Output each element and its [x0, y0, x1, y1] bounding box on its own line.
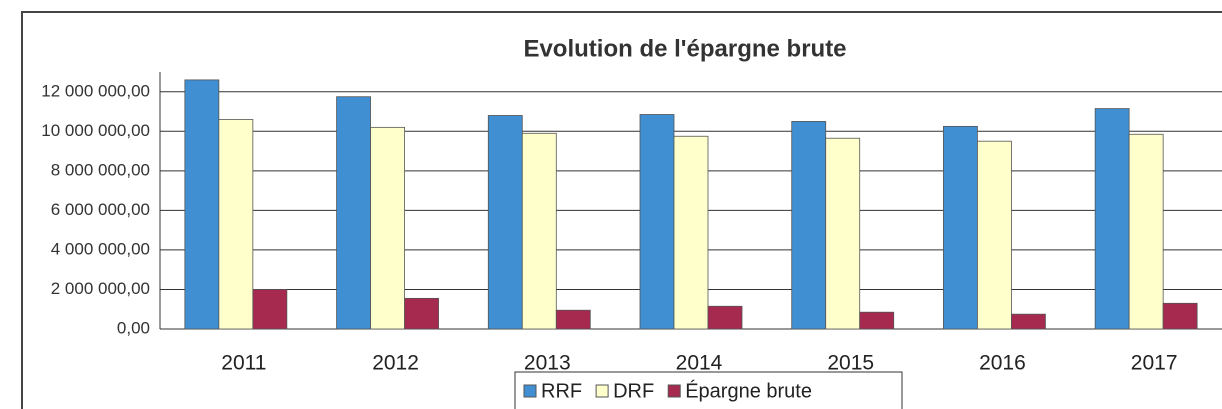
- y-tick-label: 2 000 000,00: [51, 279, 150, 298]
- x-tick-label: 2013: [524, 352, 571, 375]
- bar: [404, 297, 439, 330]
- frame: [21, 11, 1222, 409]
- x-tick-label: 2011: [221, 352, 266, 375]
- bar: [673, 135, 709, 330]
- bar: [184, 79, 220, 330]
- legend-label: DRF: [613, 380, 654, 402]
- x-tick-label: 2017: [1131, 352, 1178, 375]
- legend-swatch: [523, 384, 537, 398]
- y-tick-label: 8 000 000,00: [51, 160, 150, 179]
- bar: [487, 115, 523, 330]
- chart-title: Evolution de l'épargne brute: [523, 35, 846, 62]
- bar: [521, 132, 557, 330]
- legend-box: [514, 371, 903, 409]
- bar: [1094, 108, 1130, 330]
- bar: [707, 305, 743, 330]
- x-tick-label: 2016: [979, 352, 1026, 375]
- bar: [370, 126, 405, 330]
- bar: [1128, 133, 1164, 330]
- y-tick-label: 6 000 000,00: [51, 200, 150, 219]
- bar: [943, 125, 978, 330]
- bar: [252, 289, 288, 330]
- bar: [218, 119, 254, 330]
- legend-label: RRF: [541, 380, 582, 402]
- legend-swatch: [595, 384, 609, 398]
- bar: [825, 137, 861, 330]
- x-tick-label: 2014: [676, 352, 723, 375]
- bar: [1162, 302, 1198, 330]
- x-tick-label: 2012: [372, 352, 419, 375]
- legend-swatch: [667, 384, 681, 398]
- legend: RRF DRF Épargne brute: [514, 371, 903, 409]
- legend-label: Épargne brute: [685, 379, 812, 402]
- bar: [1011, 313, 1046, 330]
- bar: [859, 311, 895, 330]
- bar: [336, 96, 371, 330]
- bar: [977, 140, 1012, 330]
- y-tick-label: 0,00: [117, 318, 150, 337]
- y-tick-label: 4 000 000,00: [51, 239, 150, 258]
- y-tick-label: 12 000 000,00: [41, 81, 150, 100]
- x-tick-label: 2015: [827, 352, 874, 375]
- y-tick-label: 10 000 000,00: [41, 121, 150, 140]
- bar: [639, 114, 675, 330]
- bar: [791, 121, 827, 330]
- bar: [555, 309, 591, 330]
